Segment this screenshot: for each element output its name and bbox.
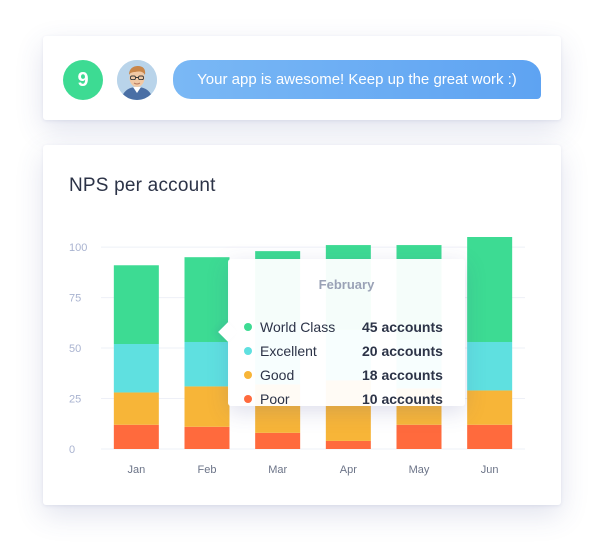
tooltip-row-label: Poor	[260, 391, 290, 407]
bar-segment-poor[interactable]	[467, 424, 513, 449]
chart-title: NPS per account	[69, 175, 216, 196]
tooltip-row-label: World Class	[260, 319, 336, 335]
bar-segment-poor[interactable]	[184, 426, 230, 449]
tooltip-row-label: Excellent	[260, 343, 317, 359]
x-tick-label: Jan	[127, 464, 145, 476]
message-bubble: Your app is awesome! Keep up the great w…	[173, 60, 541, 99]
bar-segment-good[interactable]	[184, 386, 230, 427]
legend-dot-icon	[244, 323, 252, 331]
bar-segment-poor[interactable]	[113, 424, 159, 449]
legend-dot-icon	[244, 347, 252, 355]
bar-segment-excellent[interactable]	[467, 341, 513, 391]
bar-segment-poor[interactable]	[255, 432, 301, 449]
bar-segment-poor[interactable]	[396, 424, 442, 449]
tooltip-row-world-class: World Class 45 accounts	[244, 317, 451, 337]
bar-segment-poor[interactable]	[325, 440, 371, 449]
bar-segment-world-class[interactable]	[113, 265, 159, 345]
legend-dot-icon	[244, 395, 252, 403]
y-tick-label: 50	[69, 343, 81, 355]
score-badge: 9	[63, 60, 103, 100]
tooltip-row-value: 20 accounts	[362, 343, 443, 359]
tooltip-title: February	[318, 277, 375, 292]
x-tick-label: Mar	[268, 464, 287, 476]
bar-segment-excellent[interactable]	[113, 344, 159, 393]
chart-card: NPS per account 0 25 50 75 100 Jan Feb Mar Apr Ma…	[43, 145, 561, 505]
user-avatar-icon	[117, 60, 157, 100]
x-tick-label: Apr	[340, 464, 357, 476]
tooltip-row-value: 10 accounts	[362, 391, 443, 407]
bar-segment-good[interactable]	[467, 390, 513, 425]
tooltip-row-poor: Poor 10 accounts	[244, 389, 451, 409]
x-tick-label: May	[409, 464, 430, 476]
x-tick-label: Jun	[481, 464, 499, 476]
y-tick-label: 75	[69, 293, 81, 305]
bar-segment-good[interactable]	[113, 392, 159, 425]
message-card: 9 Your app is awesome! Keep up the great…	[43, 36, 561, 120]
chart-tooltip: February World Class 45 accounts Excelle…	[218, 259, 465, 409]
y-tick-label: 25	[69, 394, 81, 406]
tooltip-row-value: 18 accounts	[362, 367, 443, 383]
tooltip-row-label: Good	[260, 367, 295, 383]
y-tick-label: 0	[69, 444, 75, 456]
tooltip-row-good: Good 18 accounts	[244, 365, 451, 385]
bar-segment-excellent[interactable]	[184, 341, 230, 387]
y-tick-label: 100	[69, 242, 87, 254]
tooltip-row-excellent: Excellent 20 accounts	[244, 341, 451, 361]
x-tick-label: Feb	[198, 464, 217, 476]
tooltip-row-value: 45 accounts	[362, 319, 443, 335]
legend-dot-icon	[244, 371, 252, 379]
bar-segment-world-class[interactable]	[467, 237, 513, 342]
